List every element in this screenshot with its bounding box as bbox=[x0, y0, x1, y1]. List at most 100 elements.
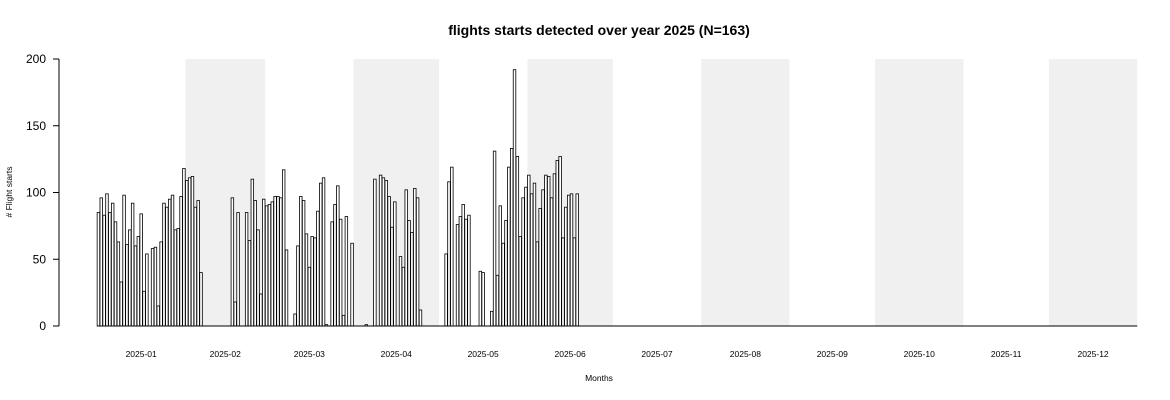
y-axis-label: # Flight starts bbox=[4, 166, 14, 217]
month-tick-label: 2025-12 bbox=[1077, 349, 1108, 359]
y-tick-label: 200 bbox=[26, 52, 46, 66]
bar bbox=[307, 266, 312, 327]
bar bbox=[165, 206, 169, 327]
bar bbox=[498, 205, 502, 327]
bar bbox=[566, 194, 571, 327]
y-tick-label: 100 bbox=[26, 186, 46, 200]
bar bbox=[99, 197, 103, 327]
bar bbox=[558, 156, 562, 327]
month-tick-label: 2025-01 bbox=[126, 349, 157, 359]
bar bbox=[481, 272, 485, 327]
bar bbox=[122, 194, 126, 327]
bar bbox=[564, 206, 568, 327]
bar bbox=[509, 148, 514, 327]
bar bbox=[521, 197, 525, 327]
bar bbox=[264, 205, 269, 327]
bar bbox=[344, 216, 349, 327]
bar bbox=[561, 237, 565, 327]
bar bbox=[575, 193, 579, 327]
bar bbox=[139, 213, 143, 327]
bar bbox=[273, 196, 277, 327]
bar bbox=[299, 196, 303, 327]
month-tick-label: 2025-04 bbox=[381, 349, 412, 359]
bar bbox=[555, 160, 559, 327]
bar bbox=[549, 197, 554, 327]
bar bbox=[336, 185, 340, 327]
bar bbox=[176, 228, 180, 327]
bar bbox=[413, 188, 417, 327]
bar bbox=[102, 214, 106, 327]
y-tick-label: 0 bbox=[39, 319, 46, 333]
bar bbox=[373, 178, 377, 327]
month-tick-label: 2025-06 bbox=[554, 349, 585, 359]
y-tick-label: 50 bbox=[33, 252, 47, 266]
bar bbox=[150, 248, 155, 327]
month-tick-label: 2025-07 bbox=[641, 349, 672, 359]
bar bbox=[378, 174, 383, 327]
bar bbox=[276, 196, 280, 327]
bar bbox=[270, 201, 274, 327]
bar bbox=[179, 196, 183, 327]
bar bbox=[527, 174, 531, 327]
bar bbox=[547, 176, 551, 327]
bar bbox=[185, 180, 189, 327]
bar bbox=[267, 204, 272, 327]
bar bbox=[524, 186, 528, 327]
x-axis-label: Months bbox=[585, 373, 613, 383]
bar bbox=[321, 177, 326, 327]
bar bbox=[544, 174, 548, 327]
month-band bbox=[701, 59, 790, 326]
bar bbox=[128, 229, 132, 327]
bar bbox=[316, 210, 320, 327]
x-axis: 2025-01 2025-02 2025-03 2025-04 2025-05 2025-… bbox=[126, 349, 1109, 359]
bar bbox=[310, 236, 314, 327]
bar bbox=[572, 237, 577, 327]
bar bbox=[96, 212, 101, 327]
bar bbox=[398, 256, 403, 327]
bars bbox=[96, 69, 579, 327]
bar bbox=[495, 274, 500, 327]
bar bbox=[105, 193, 109, 327]
bar bbox=[407, 220, 411, 327]
bar bbox=[444, 253, 448, 327]
bar bbox=[384, 180, 388, 327]
bar bbox=[182, 168, 186, 327]
bar bbox=[279, 197, 283, 327]
bar bbox=[259, 293, 263, 327]
bar bbox=[230, 197, 235, 327]
bar bbox=[333, 204, 337, 327]
bar bbox=[532, 182, 537, 327]
bar bbox=[455, 224, 460, 327]
bar bbox=[467, 214, 471, 327]
bar bbox=[190, 176, 195, 327]
bar bbox=[233, 301, 237, 327]
bar bbox=[350, 242, 354, 327]
bar bbox=[187, 177, 192, 327]
bar bbox=[136, 236, 141, 327]
bar bbox=[490, 310, 494, 327]
bar bbox=[552, 173, 557, 327]
bar bbox=[159, 241, 163, 327]
bar bbox=[110, 202, 115, 327]
bar bbox=[504, 220, 508, 327]
bar bbox=[515, 156, 520, 327]
bar bbox=[244, 212, 249, 327]
bar bbox=[108, 212, 112, 327]
bar bbox=[529, 193, 534, 327]
month-band bbox=[875, 59, 964, 326]
bar bbox=[113, 221, 118, 327]
bar bbox=[284, 249, 289, 327]
bar bbox=[404, 189, 408, 327]
bar bbox=[236, 212, 240, 327]
bar bbox=[125, 244, 129, 327]
bar bbox=[569, 193, 574, 327]
bar bbox=[304, 233, 309, 327]
bar bbox=[501, 242, 505, 327]
bar bbox=[390, 226, 394, 327]
month-bands bbox=[185, 59, 1138, 326]
bar bbox=[387, 196, 391, 327]
bar bbox=[142, 290, 146, 327]
bar bbox=[410, 232, 414, 327]
bar bbox=[538, 208, 542, 327]
bar bbox=[156, 305, 160, 327]
